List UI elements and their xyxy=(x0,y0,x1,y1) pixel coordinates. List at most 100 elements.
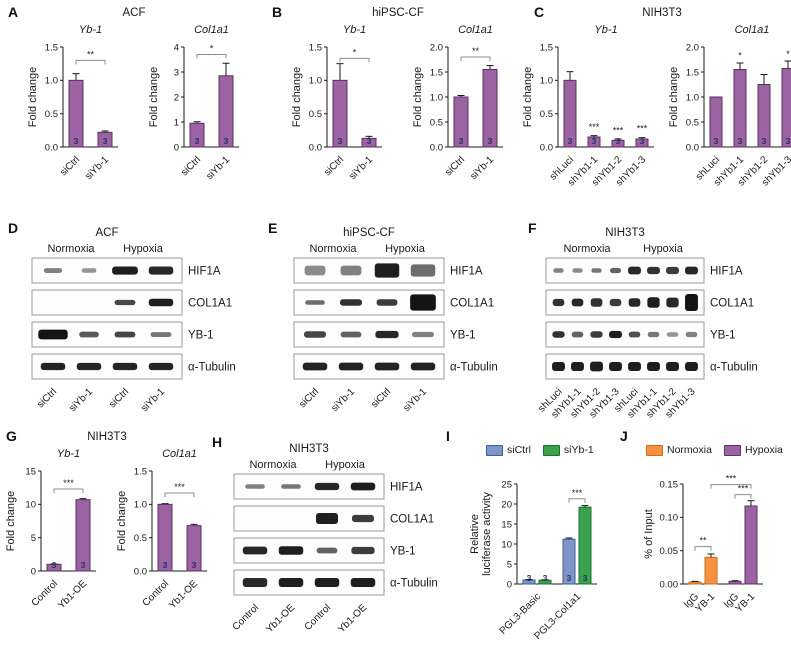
n-label: 3 xyxy=(527,573,532,583)
panel-j-legend: Normoxia Hypoxia xyxy=(646,444,788,456)
sig-label: *** xyxy=(589,122,600,132)
chart-title: Col1a1 xyxy=(194,24,229,36)
blot-band xyxy=(685,266,698,275)
n-label: 3 xyxy=(103,136,108,146)
panel-g-charts: 0 5 10 15 Yb-1 Fold change 3 3 *** Control Yb1-OE 0… xyxy=(5,443,208,623)
condition-label: Hypoxia xyxy=(643,243,684,255)
blot-band xyxy=(79,331,99,338)
protein-label: HIF1A xyxy=(710,266,743,278)
blot-band xyxy=(148,362,174,371)
blot-band xyxy=(685,331,698,338)
y-tick-label: 0.5 xyxy=(309,109,322,120)
panel-c: C NIH3T3 0.0 0.5 1.0 1.5 Yb-1 Fold change 3 3 3 3… xyxy=(522,4,791,199)
sig-label: ** xyxy=(87,49,95,59)
blot-band xyxy=(302,362,328,371)
protein-label: α-Tubulin xyxy=(450,362,498,374)
blot-band xyxy=(647,297,660,308)
blot-band xyxy=(242,546,268,555)
blot-band xyxy=(374,362,400,371)
protein-label: α-Tubulin xyxy=(710,362,758,374)
blot-band xyxy=(647,331,660,338)
y-tick-label: 25 xyxy=(501,479,512,490)
lane-label: siCtrl xyxy=(107,386,131,410)
lane-label: Yb1-OE xyxy=(264,602,297,635)
n-label: 3 xyxy=(583,573,588,583)
n-label: 3 xyxy=(367,136,372,146)
lane-label: siYb-1 xyxy=(67,386,95,414)
y-tick-label: 0.0 xyxy=(540,142,553,153)
x-tick-label: YB-1 xyxy=(734,591,758,615)
chart-%-of-input: 0.000.050.100.15% of Input ********IgGYB-… xyxy=(643,474,763,615)
panel-e-blot: hiPSC-CF Normoxia Hypoxia HIF1A COL1A1 YB-1 α-… xyxy=(292,224,514,437)
y-tick-label: 1.0 xyxy=(134,500,147,511)
y-axis-label: Fold change xyxy=(5,491,17,552)
protein-label: COL1A1 xyxy=(390,514,434,526)
sig-label: * xyxy=(786,49,790,59)
n-label: 3 xyxy=(543,573,548,583)
y-tick-label: 1.5 xyxy=(686,67,699,78)
blot-band xyxy=(43,268,63,273)
blot-band xyxy=(553,268,564,273)
n-label: 3 xyxy=(192,560,197,570)
blot-band xyxy=(666,332,679,337)
condition-label: Normoxia xyxy=(47,243,95,255)
x-tick-label: Yb1-OE xyxy=(56,578,89,611)
y-axis-label: Fold change xyxy=(291,67,303,128)
panel-b-title: hiPSC-CF xyxy=(372,7,424,19)
chart-yb-1: 0.0 0.5 1.0 1.5 Yb-1 Fold change 3 3 ** siCtrl siY… xyxy=(27,24,118,182)
lane-label: siYb-1 xyxy=(401,386,429,414)
blot-band xyxy=(304,265,326,276)
bar xyxy=(157,503,173,572)
y-tick-label: 15 xyxy=(25,466,36,477)
blot-band xyxy=(314,577,340,588)
n-label: 3 xyxy=(52,560,57,570)
panel-d-letter: D xyxy=(8,220,19,236)
sig-bracket xyxy=(339,57,370,63)
chart-col1a1: 0.0 0.5 1.0 1.5 Col1a1 Fold change 3 3 *** Contro… xyxy=(116,448,207,611)
x-tick-label: siYb-1 xyxy=(347,154,375,182)
y-tick-label: 2 xyxy=(174,92,179,103)
n-label: 3 xyxy=(786,136,791,146)
bar xyxy=(578,506,592,585)
blot-title: hiPSC-CF xyxy=(343,227,395,239)
legend-label: Normoxia xyxy=(667,444,712,456)
chart-chart: 0 5 10 15 20 25 Relative luciferase activity 3 3 3… xyxy=(469,479,597,642)
bar xyxy=(688,581,702,585)
blot-band xyxy=(38,329,68,340)
n-label: 3 xyxy=(640,136,645,146)
blot-band xyxy=(571,361,584,372)
y-tick-label: 0.0 xyxy=(309,142,322,153)
panel-i-chart: 0 5 10 15 20 25 Relative luciferase activity 3 3 3… xyxy=(446,456,624,642)
blot-band xyxy=(338,362,364,371)
blot-box xyxy=(545,321,705,348)
sig-label: *** xyxy=(637,123,648,133)
sig-label: *** xyxy=(726,474,737,484)
blot-band xyxy=(316,547,338,554)
blot-band xyxy=(628,361,641,372)
blot-band xyxy=(76,362,102,371)
protein-label: α-Tubulin xyxy=(188,362,236,374)
blot-band xyxy=(590,361,603,372)
blot-band xyxy=(281,484,301,489)
blot-band xyxy=(628,331,641,338)
blot-band xyxy=(609,330,622,339)
panel-i: I siCtrl siYb-1 0 5 10 15 20 25 Relative lucifer… xyxy=(446,428,624,642)
blot-band xyxy=(245,484,265,489)
y-tick-label: 0.5 xyxy=(686,117,699,128)
sig-bracket xyxy=(53,488,84,493)
lane-label: siYb-1 xyxy=(329,386,357,414)
legend-entry: Hypoxia xyxy=(723,444,783,456)
sig-label: ** xyxy=(472,46,480,56)
blot-box xyxy=(545,289,705,316)
blot-band xyxy=(315,512,339,525)
legend-swatch-icon xyxy=(486,444,503,456)
y-axis-label: Fold change xyxy=(522,67,534,128)
blot-band xyxy=(350,577,376,588)
blot-box xyxy=(545,257,705,284)
blot-band xyxy=(148,266,174,275)
blot-band xyxy=(114,331,136,338)
n-label: 3 xyxy=(459,136,464,146)
sig-bracket xyxy=(164,492,195,497)
lane-label: siYb-1 xyxy=(139,386,167,414)
panel-f-letter: F xyxy=(528,220,537,236)
